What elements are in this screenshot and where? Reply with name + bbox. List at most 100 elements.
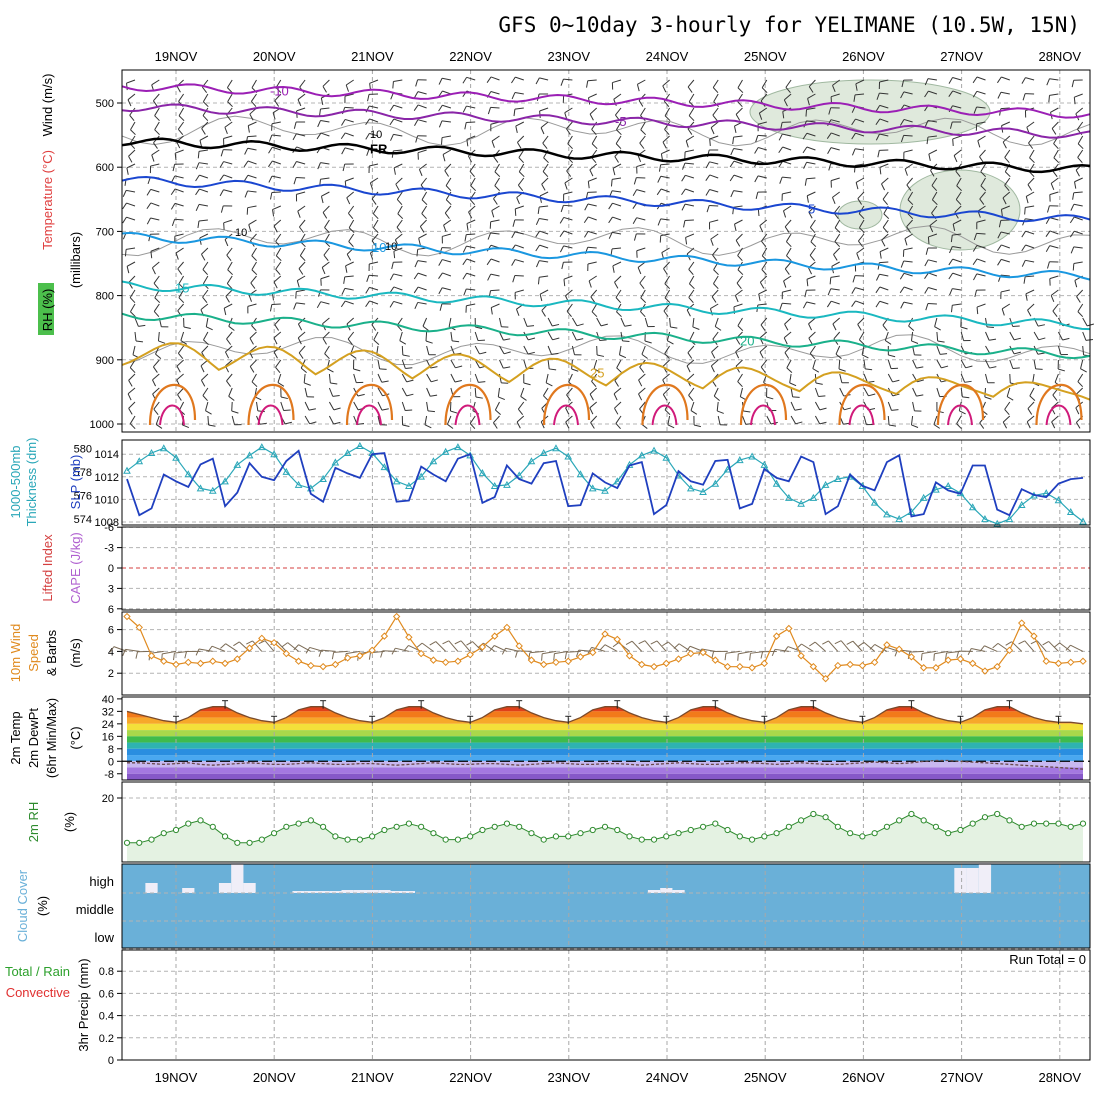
precip-convective-label: Convective	[6, 985, 70, 1000]
rh-point	[209, 823, 216, 830]
wind-barb	[709, 161, 719, 165]
wind-barb	[243, 174, 249, 182]
wind-barb	[270, 192, 273, 200]
rh-point	[834, 823, 841, 830]
wind-barb	[333, 407, 341, 411]
wind-barb	[226, 283, 233, 290]
wind-barb	[333, 421, 341, 425]
wind-barb	[347, 212, 354, 219]
wind-barb	[526, 325, 535, 327]
wind-barb	[759, 282, 765, 289]
wind-barb	[126, 247, 136, 250]
wind-barb	[421, 205, 428, 214]
wind-barb	[640, 107, 646, 116]
wind-barb	[220, 149, 224, 157]
wind-barb	[198, 149, 208, 152]
wind-barb	[761, 79, 768, 88]
y-tick-label: 6	[108, 625, 114, 637]
wind-barb	[612, 190, 622, 193]
wind-barb	[353, 401, 359, 411]
wind-barb	[835, 345, 841, 355]
wind-barb	[730, 190, 735, 198]
wind-barb	[1054, 373, 1059, 383]
wind10m-barb	[542, 650, 557, 655]
wind-barb	[941, 365, 949, 369]
wind-barb	[152, 261, 160, 269]
wind-barb	[664, 129, 670, 136]
thickness-point	[711, 479, 720, 487]
wind-barb	[542, 163, 549, 172]
wind-barb	[802, 146, 808, 154]
wind-barb	[857, 198, 863, 205]
wind-barb	[528, 337, 536, 341]
wind-barb	[804, 178, 807, 186]
wind-barb	[249, 366, 255, 373]
rh-contour-label: 10	[235, 227, 247, 239]
wind-barb	[365, 133, 370, 140]
wind-barb	[563, 216, 573, 221]
wind-barb	[711, 289, 719, 298]
wind-barb	[316, 132, 322, 140]
wind-barb	[1073, 97, 1076, 105]
wind-barb	[1022, 93, 1026, 101]
wind-barb	[985, 373, 989, 383]
wind-barb	[177, 352, 184, 360]
hot-temperature-contour	[257, 404, 284, 426]
wind-barb	[422, 317, 428, 327]
panel-frame	[121, 69, 1091, 433]
wind-barb	[713, 387, 719, 397]
wind-barb	[710, 121, 719, 129]
wind-barb	[1004, 185, 1010, 192]
wind-barb	[296, 289, 306, 293]
wind-barb	[640, 129, 647, 136]
wind-barb	[1038, 337, 1046, 341]
wind-barb	[438, 78, 443, 85]
wind-barb	[802, 301, 808, 309]
wind-barb	[438, 104, 443, 112]
wind-barb	[910, 415, 914, 425]
rh-point	[234, 839, 241, 846]
wind10m-barb	[846, 640, 854, 645]
wind-barb	[393, 251, 396, 259]
temperature-contour-label: 20	[740, 333, 754, 348]
wind-barb	[1071, 80, 1075, 88]
wind-barb	[760, 93, 768, 102]
wind10m-speed-point	[343, 654, 352, 662]
wind-barb	[203, 339, 209, 346]
wind-barb	[832, 79, 840, 86]
wind-barb	[588, 93, 597, 99]
wind-barb	[397, 205, 403, 215]
wind-barb	[713, 283, 719, 290]
wind-barb	[365, 300, 370, 308]
wind10m-speed-point	[662, 659, 670, 668]
wind-barb	[985, 331, 990, 341]
wind-barb	[948, 272, 954, 280]
thickness-point	[1042, 489, 1051, 497]
wind-barb	[152, 100, 158, 107]
wind-barb	[549, 368, 557, 371]
wind-barb	[1046, 205, 1050, 213]
wind-barb	[366, 149, 370, 156]
wind-barb	[248, 121, 257, 127]
wind10m-barb	[220, 643, 226, 649]
wind10m-speed-point	[870, 658, 879, 667]
wind-barb	[612, 231, 622, 235]
wind-barb	[503, 338, 511, 341]
wind10m-speed-point	[760, 659, 769, 668]
wind-barb	[571, 317, 578, 327]
wind-barb	[588, 275, 597, 282]
wind-barb	[151, 149, 160, 156]
rh-point	[405, 820, 412, 827]
wind-barb	[393, 247, 403, 252]
wind10m-speed-point	[319, 662, 327, 671]
wind-barb	[535, 218, 540, 226]
wind-barb	[636, 163, 646, 168]
wind-barb	[790, 415, 797, 425]
wind-barb	[540, 421, 545, 429]
wind-barb	[318, 289, 321, 297]
wind-barb	[879, 286, 889, 291]
wind-barb	[438, 287, 443, 295]
wind-barb	[856, 253, 860, 260]
wind-barb	[931, 205, 938, 214]
wind-barb	[277, 373, 282, 383]
